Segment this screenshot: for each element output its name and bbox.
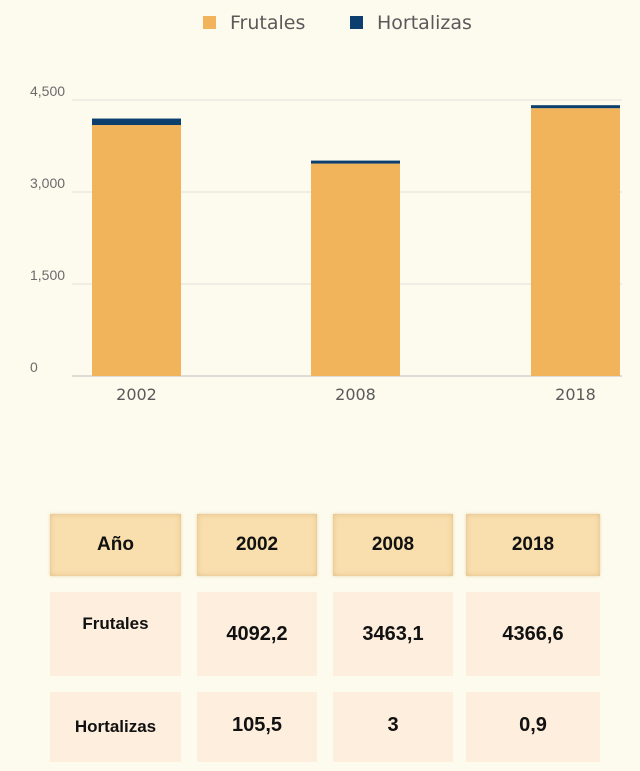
chart-legend: Frutales Hortalizas (203, 12, 472, 34)
legend-swatch-hortalizas (350, 16, 363, 29)
bar-frutales-2008 (311, 163, 400, 376)
table-cell-frutales-2008: 3463,1 (333, 592, 453, 676)
y-tick-label: 1,500 (30, 267, 65, 283)
table-row-label-hortalizas: Hortalizas (50, 692, 181, 762)
bar-hortalizas-2018 (531, 105, 620, 109)
table-header-2002: 2002 (197, 514, 317, 576)
y-tick-label: 3,000 (30, 175, 65, 191)
y-tick-label: 0 (30, 359, 38, 375)
stacked-bar-chart: Frutales Hortalizas 0 1,500 3,000 4,500 2002… (30, 12, 622, 404)
chart-bars (92, 105, 620, 376)
x-tick-label-2002: 2002 (116, 385, 157, 404)
bar-hortalizas-2002 (92, 118, 181, 126)
table-header-year: Año (50, 514, 181, 576)
legend-label-hortalizas: Hortalizas (377, 12, 472, 34)
x-axis: 2002 2008 2018 (116, 385, 596, 404)
legend-label-frutales: Frutales (230, 12, 305, 34)
y-tick-label: 4,500 (30, 83, 65, 99)
y-axis: 0 1,500 3,000 4,500 (30, 83, 65, 375)
table-row-label-frutales: Frutales (50, 592, 181, 676)
bar-frutales-2018 (531, 108, 620, 376)
legend-swatch-frutales (203, 16, 216, 29)
table-cell-hortalizas-2018: 0,9 (466, 692, 600, 762)
table-cell-hortalizas-2002: 105,5 (197, 692, 317, 762)
table-cell-frutales-2002: 4092,2 (197, 592, 317, 676)
table-header-2018: 2018 (466, 514, 600, 576)
table-header-2008: 2008 (333, 514, 453, 576)
x-tick-label-2018: 2018 (555, 385, 596, 404)
bar-frutales-2002 (92, 125, 181, 376)
x-tick-label-2008: 2008 (335, 385, 376, 404)
table-cell-frutales-2018: 4366,6 (466, 592, 600, 676)
bar-hortalizas-2008 (311, 160, 400, 164)
table-cell-hortalizas-2008: 3 (333, 692, 453, 762)
